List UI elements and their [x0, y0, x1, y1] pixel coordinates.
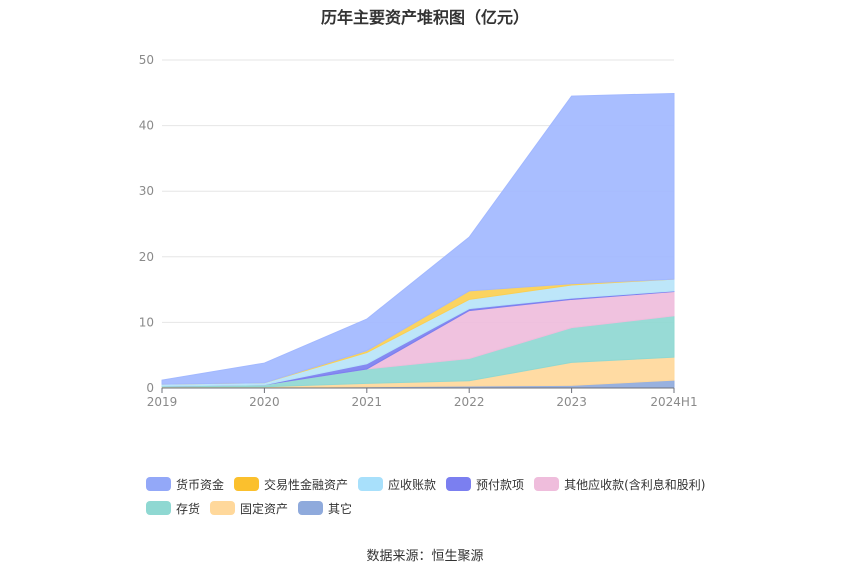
stacked-areas [161, 92, 675, 389]
legend-label: 应收账款 [388, 477, 437, 492]
y-tick-label: 40 [139, 119, 154, 133]
legend-row: 存货 固定资产 其它 [146, 496, 746, 520]
legend-label: 预付款项 [476, 477, 525, 492]
legend-item-prepayments[interactable]: 预付款项 [446, 476, 524, 493]
data-source-note: 数据来源：恒生聚源 [366, 549, 484, 564]
legend-label: 其他应收款(含利息和股利) [564, 477, 706, 492]
x-tick-label: 2019 [147, 395, 178, 409]
legend-label: 交易性金融资产 [264, 477, 349, 492]
y-tick-label: 0 [146, 381, 154, 395]
legend-label: 货币资金 [176, 477, 225, 492]
x-tick-label: 2022 [454, 395, 485, 409]
area-series[interactable] [161, 92, 675, 385]
legend-label: 固定资产 [240, 501, 289, 516]
legend-item-trading-assets[interactable]: 交易性金融资产 [234, 476, 348, 493]
legend-item-receivables[interactable]: 应收账款 [358, 476, 436, 493]
y-tick-label: 20 [139, 250, 154, 264]
x-tick-label: 2021 [352, 395, 383, 409]
y-tick-label: 10 [139, 315, 154, 329]
legend-label: 存货 [176, 501, 201, 516]
legend-swatch [146, 477, 171, 491]
chart-title: 历年主要资产堆积图（亿元） [320, 8, 529, 27]
legend-swatch [534, 477, 560, 491]
legend-swatch [210, 501, 236, 515]
legend-swatch [146, 501, 171, 515]
legend: 货币资金 交易性金融资产 应收账款 预付款项 其他应收款(含利息和股利) [146, 472, 746, 520]
legend-item-fixed-assets[interactable]: 固定资产 [210, 500, 288, 517]
legend-swatch [358, 477, 384, 491]
x-tick-label: 2020 [249, 395, 280, 409]
legend-item-other-receivables[interactable]: 其他应收款(含利息和股利) [534, 476, 705, 493]
legend-item-cash[interactable]: 货币资金 [146, 476, 224, 493]
legend-swatch [446, 477, 472, 491]
axes: 0 10 20 30 40 50 2019 2020 2021 2022 2023 2024H1 [139, 53, 698, 409]
x-tick-label: 2024H1 [650, 395, 697, 409]
x-tick-label: 2023 [556, 395, 587, 409]
legend-swatch [298, 501, 324, 515]
legend-item-other[interactable]: 其它 [298, 500, 352, 517]
legend-row: 货币资金 交易性金融资产 应收账款 预付款项 其他应收款(含利息和股利) [146, 472, 746, 496]
y-tick-label: 30 [139, 184, 154, 198]
legend-label: 其它 [328, 501, 353, 516]
y-tick-label: 50 [139, 53, 154, 67]
legend-swatch [234, 477, 260, 491]
legend-item-inventory[interactable]: 存货 [146, 500, 200, 517]
